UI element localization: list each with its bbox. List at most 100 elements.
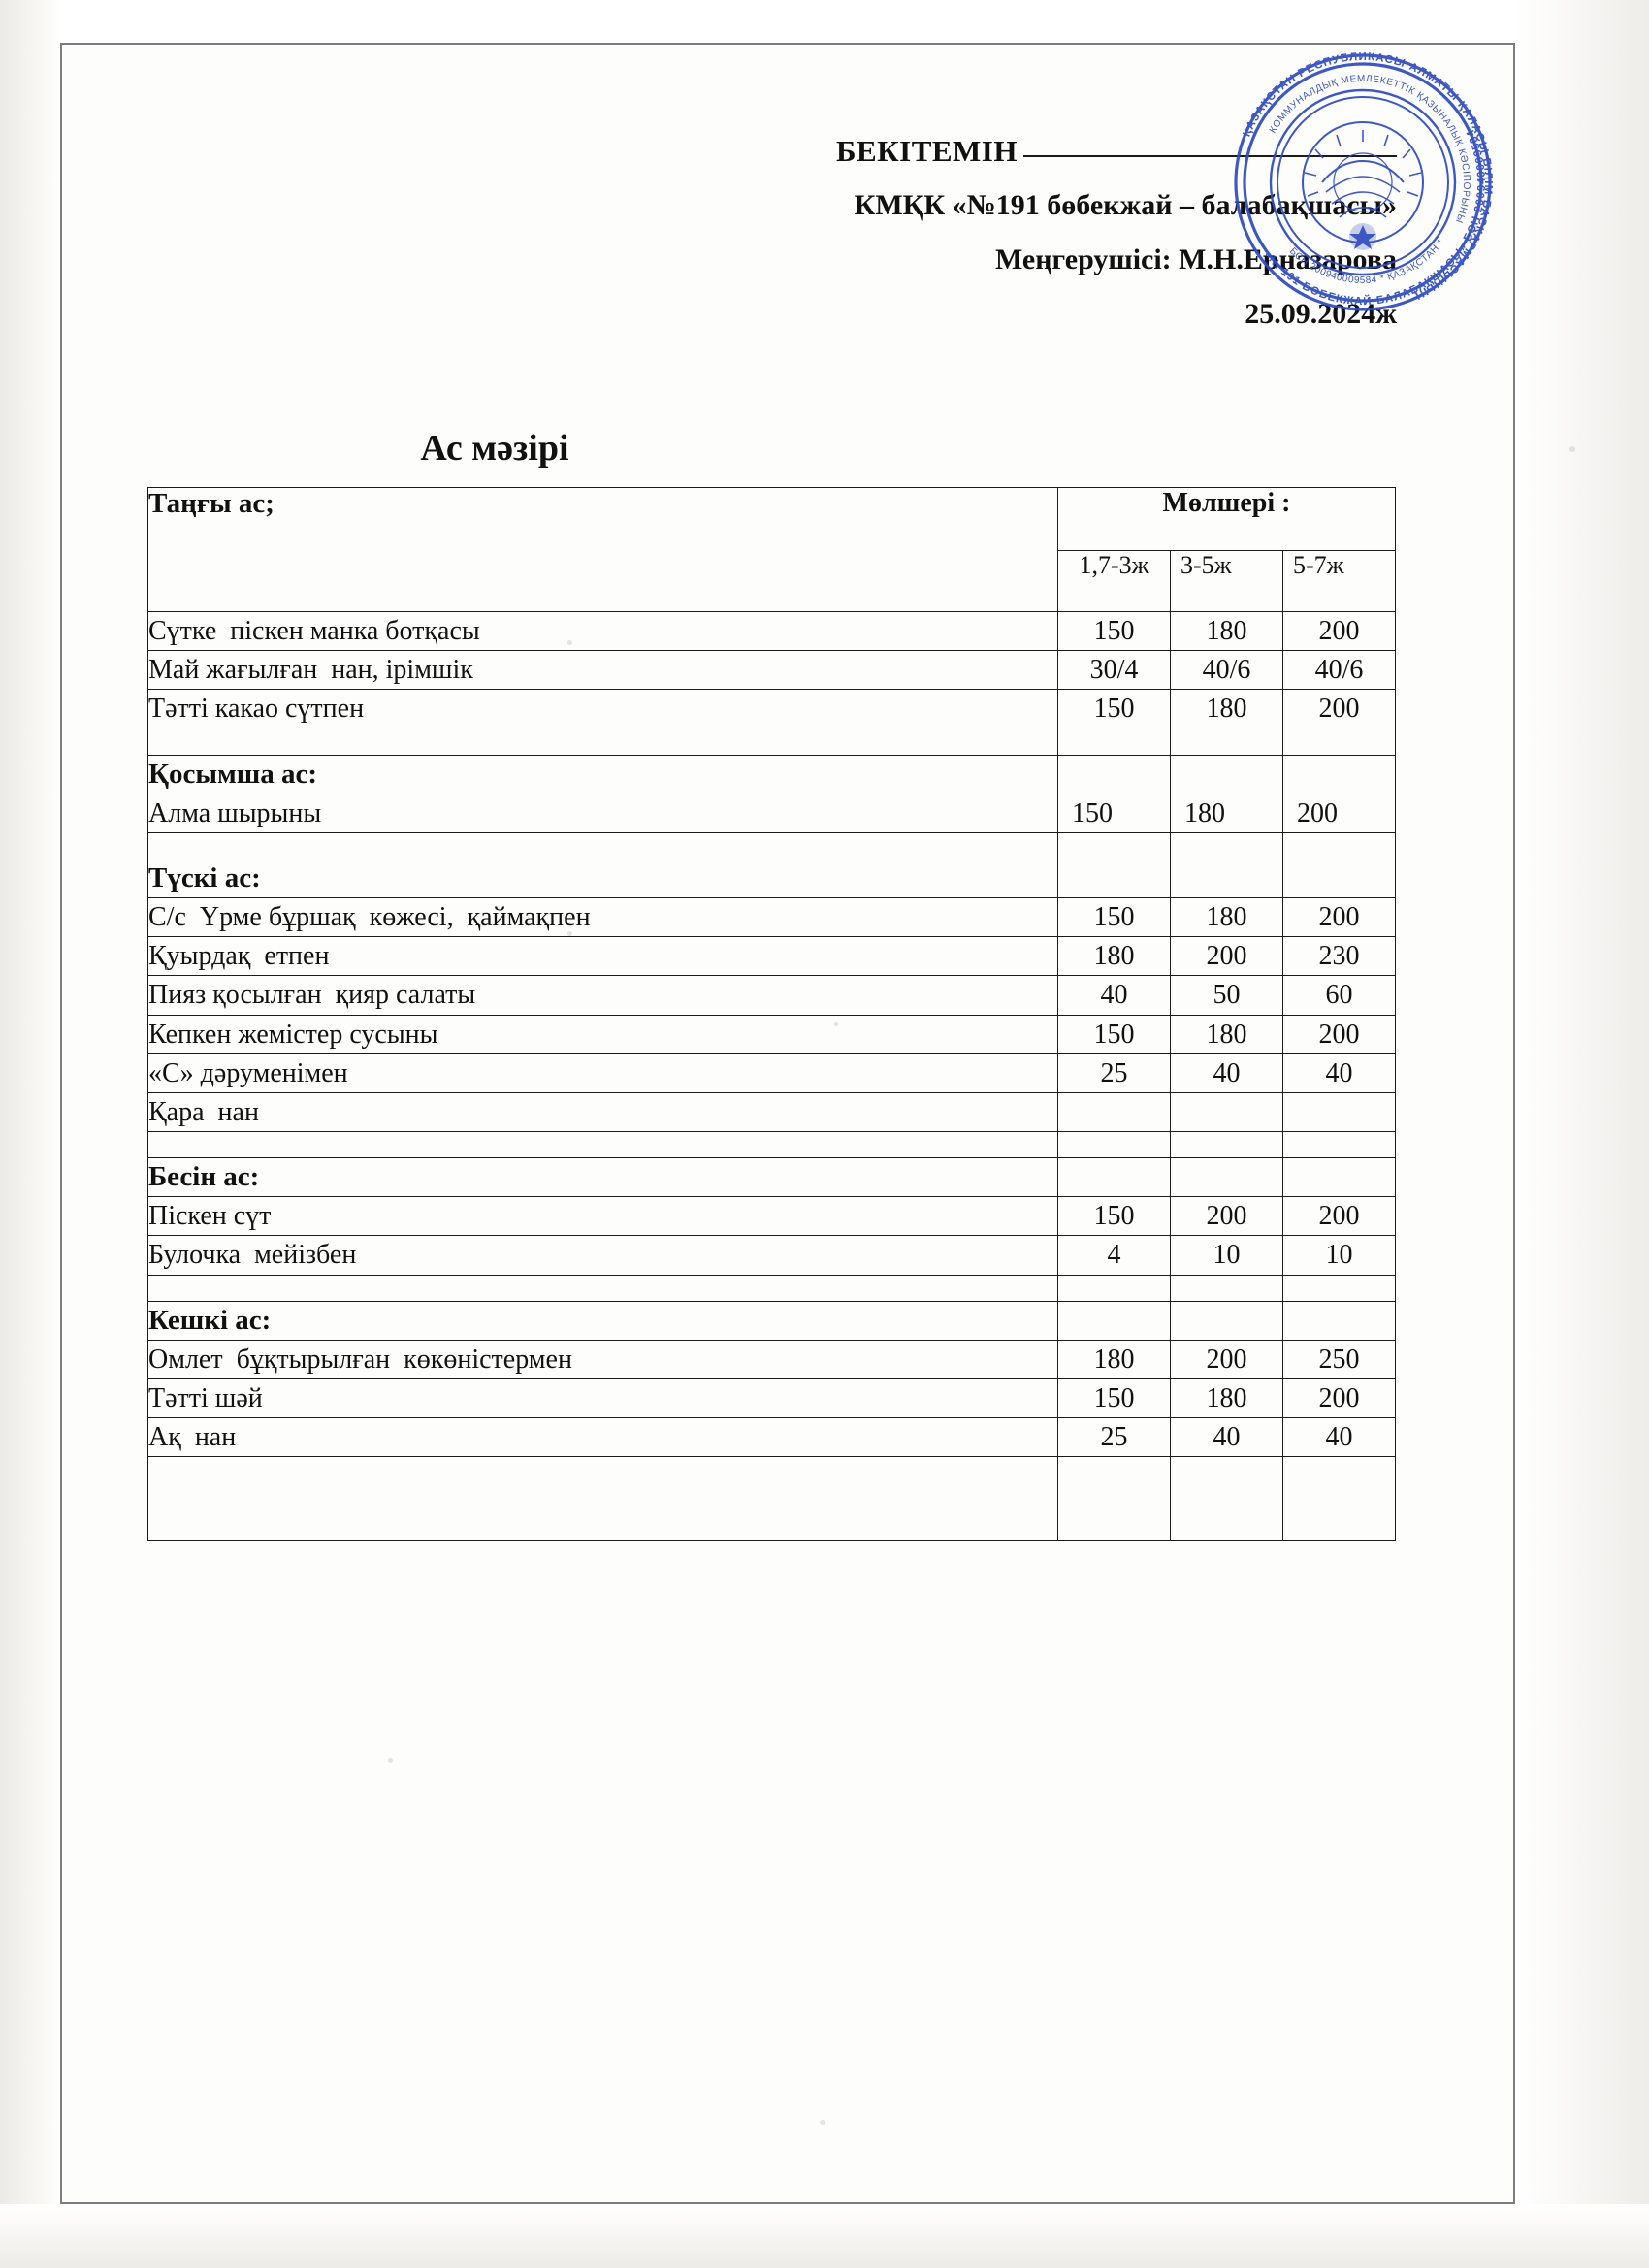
approval-date: 25.09.2024ж (1245, 298, 1397, 330)
dish-name: Тәтті какао сүтпен (147, 689, 1058, 729)
section-pad-cell (147, 1456, 1058, 1542)
dish-name: Тәтті шәй (147, 1377, 1058, 1419)
qty-3: 200 (1282, 610, 1396, 652)
section-pad-cell (1282, 1131, 1396, 1159)
section-pad-row (147, 1274, 1396, 1302)
organization-name: КМҚК «№191 бөбекжай – балабақшасы» (854, 189, 1397, 221)
scan-speck (1569, 446, 1575, 452)
table-row: Ақ нан 25 40 40 (147, 1417, 1396, 1458)
dish-name: Ақ нан (147, 1417, 1058, 1458)
section-row: Кешкі ас: (147, 1300, 1396, 1341)
section-title-second-breakfast: Қосымша ас: (147, 754, 1058, 794)
qty-3: 230 (1282, 936, 1396, 977)
qty-1: 150 (1057, 793, 1171, 833)
section-pad-cell (1057, 1131, 1171, 1159)
table-header-row: Таңғы ас; Мөлшері : (147, 487, 1396, 612)
qty-2: 180 (1170, 689, 1283, 729)
qty-2 (1170, 1091, 1283, 1133)
section-title-lunch: Түскі ас: (147, 858, 1058, 899)
dish-name: Булочка мейізбен (147, 1235, 1058, 1276)
approval-label: БЕКІТЕМІН (835, 134, 1018, 168)
table-row: Пияз қосылған қияр салаты 40 50 60 (147, 975, 1396, 1016)
menu-table: Таңғы ас; Мөлшері :1,7-3ж 3-5ж 5-7ж Сүтке пі… (147, 487, 1396, 1542)
section-pad-cell (1170, 1131, 1283, 1159)
qty-3: 200 (1282, 793, 1396, 833)
qty-3: 40/6 (1282, 650, 1396, 691)
qty-2: 40/6 (1170, 650, 1283, 691)
section-spacer-cell (1170, 1300, 1283, 1341)
section-pad-cell (147, 728, 1058, 756)
qty-2: 200 (1170, 1196, 1283, 1237)
section-spacer-cell (1057, 858, 1171, 899)
section-pad-cell (1282, 831, 1396, 859)
table-row: Қуырдақ етпен 180 200 230 (147, 936, 1396, 977)
approval-header: БЕКІТЕМІН КМҚК «№191 бөбекжай – балабақш… (116, 136, 1397, 354)
section-pad-row (147, 1131, 1396, 1159)
scan-edge-left (0, 0, 60, 2268)
qty-3: 40 (1282, 1053, 1396, 1093)
section-spacer-cell (1057, 1300, 1171, 1341)
qty-2: 40 (1170, 1053, 1283, 1093)
section-pad-cell (1282, 1274, 1396, 1302)
dish-name: Пияз қосылған қияр салаты (147, 975, 1058, 1016)
section-spacer-cell (1170, 1157, 1283, 1198)
section-title-breakfast: Таңғы ас; (147, 487, 1058, 612)
section-pad-cell (1170, 1274, 1283, 1302)
page-title: Ас мәзірі (420, 428, 569, 469)
section-row: Қосымша ас: (147, 754, 1396, 794)
qty-1: 150 (1057, 897, 1171, 938)
qty-2: 180 (1170, 1377, 1283, 1419)
qty-2: 40 (1170, 1417, 1283, 1458)
table-row: Піскен сүт 150 200 200 (147, 1196, 1396, 1237)
section-pad-cell (1170, 831, 1283, 859)
qty-2: 10 (1170, 1235, 1283, 1276)
scan-edge-right (1515, 0, 1649, 2268)
qty-3: 200 (1282, 1014, 1396, 1054)
qty-1: 180 (1057, 936, 1171, 977)
section-pad-cell (147, 831, 1058, 859)
qty-2: 180 (1170, 1014, 1283, 1054)
section-pad-cell (1057, 831, 1171, 859)
section-row: Бесін ас: (147, 1157, 1396, 1198)
qty-1: 150 (1057, 689, 1171, 729)
age-column-2: 3-5ж (1170, 550, 1283, 612)
qty-1: 150 (1057, 1014, 1171, 1054)
qty-1: 150 (1057, 1196, 1171, 1237)
section-pad-cell (1282, 728, 1396, 756)
qty-1: 150 (1057, 1377, 1171, 1419)
qty-1: 40 (1057, 975, 1171, 1016)
dish-name: Кепкен жемістер сусыны (147, 1014, 1058, 1054)
qty-1 (1057, 1091, 1171, 1133)
qty-3: 250 (1282, 1339, 1396, 1380)
table-row: Кепкен жемістер сусыны 150 180 200 (147, 1014, 1396, 1054)
qty-1: 30/4 (1057, 650, 1171, 691)
qty-2: 180 (1170, 793, 1283, 833)
scan-speck (388, 1758, 393, 1763)
section-pad-cell (147, 1131, 1058, 1159)
table-row: Алма шырыны 150 180 200 (147, 793, 1396, 833)
section-pad-cell (1057, 1456, 1171, 1542)
section-spacer-cell (1282, 754, 1396, 794)
qty-2: 50 (1170, 975, 1283, 1016)
qty-2: 180 (1170, 897, 1283, 938)
section-spacer-cell (1057, 754, 1171, 794)
section-pad-row (147, 1456, 1396, 1542)
table-row: Омлет бұқтырылған көкөністермен 180 200 250 (147, 1339, 1396, 1380)
qty-3: 10 (1282, 1235, 1396, 1276)
age-column-3: 5-7ж (1282, 550, 1396, 612)
table-row: Сүтке піскен манка ботқасы 150 180 200 (147, 610, 1396, 652)
qty-3: 200 (1282, 1196, 1396, 1237)
dish-name: Алма шырыны (147, 793, 1058, 833)
qty-3: 40 (1282, 1417, 1396, 1458)
section-title-dinner: Кешкі ас: (147, 1300, 1058, 1341)
section-title-afternoon-snack: Бесін ас: (147, 1157, 1058, 1198)
qty-2: 200 (1170, 936, 1283, 977)
qty-3: 200 (1282, 897, 1396, 938)
dish-name: Май жағылған нан, ірімшік (147, 650, 1058, 691)
section-spacer-cell (1170, 858, 1283, 899)
section-pad-cell (1282, 1456, 1396, 1542)
qty-1: 25 (1057, 1053, 1171, 1093)
signature-rule (1023, 155, 1397, 157)
qty-1: 25 (1057, 1417, 1171, 1458)
section-pad-cell (1057, 1274, 1171, 1302)
